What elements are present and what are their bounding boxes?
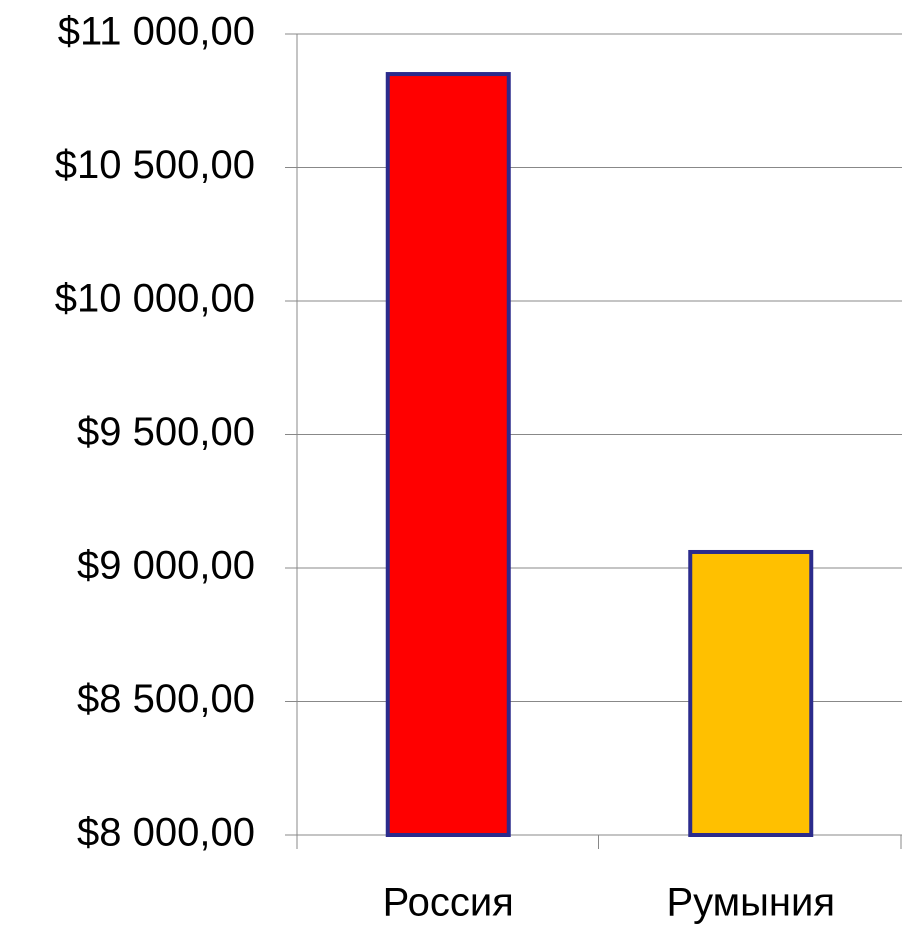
y-tick-label: $9 000,00 [77, 544, 255, 588]
y-tick-label: $10 000,00 [55, 277, 255, 321]
bar [688, 549, 814, 837]
bar [385, 72, 511, 838]
x-tick-label: Румыния [666, 881, 835, 925]
y-tick-label: $8 000,00 [77, 811, 255, 855]
x-tick-label: Россия [383, 881, 514, 925]
y-tick-label: $8 500,00 [77, 677, 255, 721]
y-tick-label: $11 000,00 [58, 10, 255, 54]
y-tick-label: $9 500,00 [77, 410, 255, 454]
y-tick-label: $10 500,00 [55, 143, 255, 187]
